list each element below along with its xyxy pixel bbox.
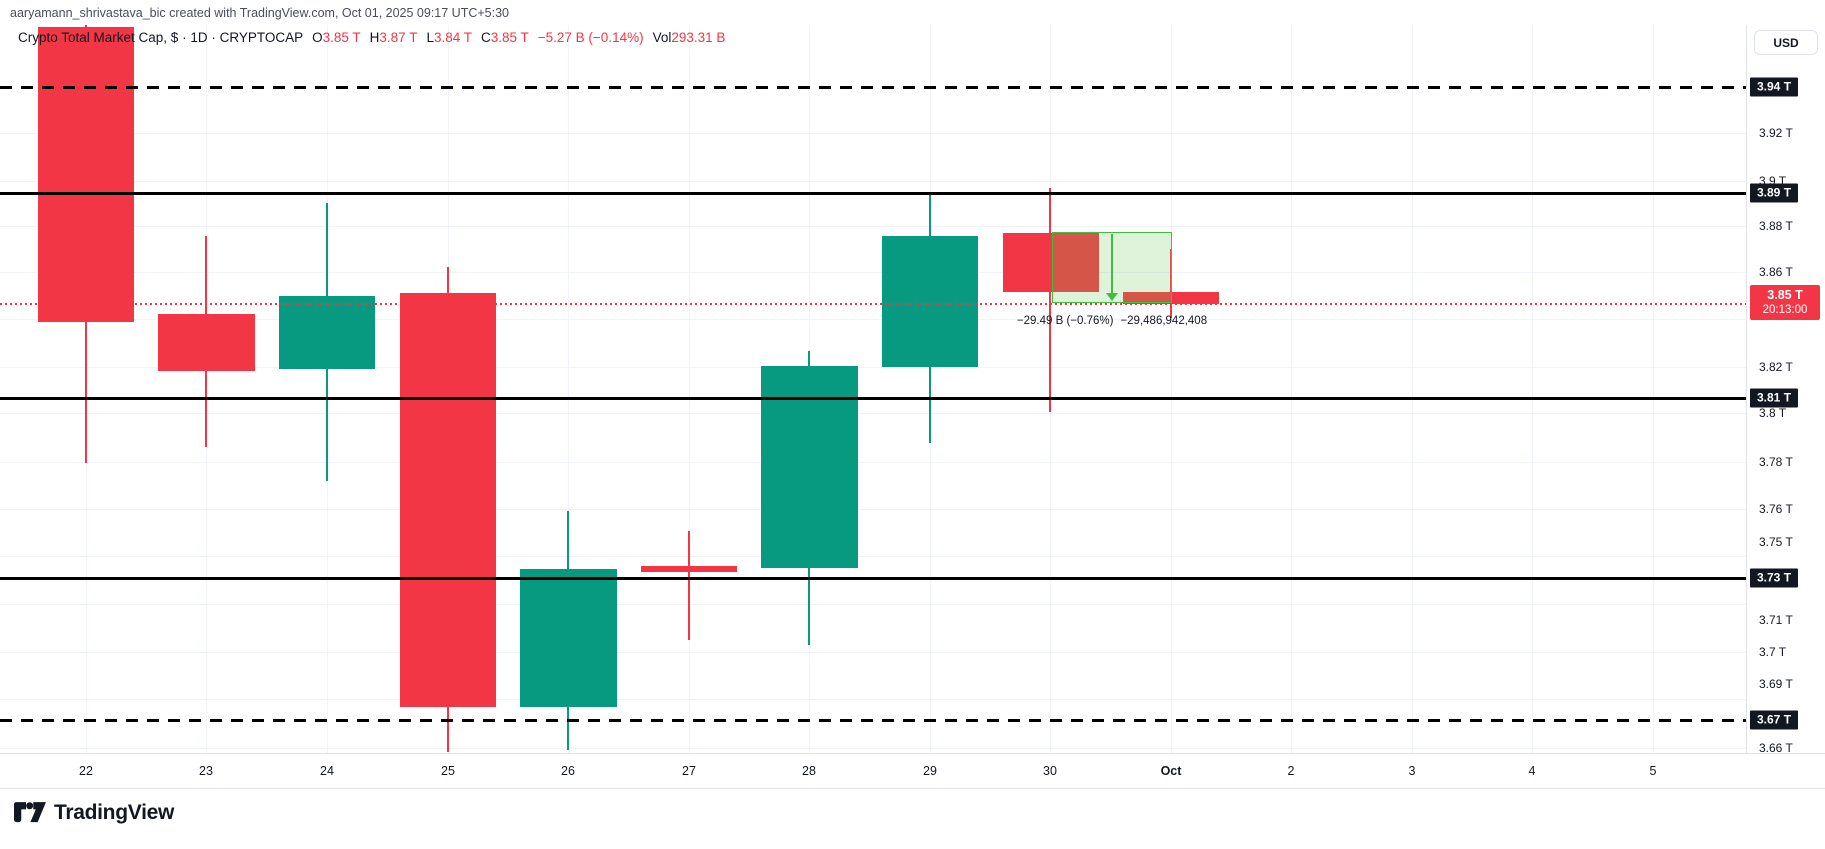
horizontal-gridline xyxy=(0,462,1746,463)
horizontal-gridline xyxy=(0,181,1746,182)
time-label: 2 xyxy=(1287,764,1295,778)
horizontal-gridline xyxy=(0,226,1746,227)
time-label: 3 xyxy=(1408,764,1416,778)
price-tick-label: 3.82 T xyxy=(1759,360,1793,374)
tradingview-logo-icon xyxy=(14,802,46,823)
price-level-line[interactable] xyxy=(0,719,1746,722)
time-label: 4 xyxy=(1528,764,1536,778)
horizontal-gridline xyxy=(0,509,1746,510)
vertical-gridline xyxy=(1653,25,1654,753)
bar-countdown: 20:13:00 xyxy=(1762,304,1808,316)
price-tick-label: 3.86 T xyxy=(1759,265,1793,279)
legend-high: H3.87 T xyxy=(369,30,418,45)
current-price-value: 3.85 T xyxy=(1767,288,1803,302)
horizontal-gridline xyxy=(0,556,1746,557)
time-label: 23 xyxy=(199,764,213,778)
tradingview-brand-text: TradingView xyxy=(54,801,175,824)
vertical-gridline xyxy=(1291,25,1292,753)
current-price-label: 3.85 T 20:13:00 xyxy=(1750,285,1820,320)
horizontal-gridline xyxy=(0,699,1746,700)
price-level-label: 3.73 T xyxy=(1750,568,1799,588)
measure-label: −29.49 B (−0.76%) −29,486,942,408 xyxy=(1017,315,1207,327)
symbol-title[interactable]: Crypto Total Market Cap, $ · 1D · CRYPTO… xyxy=(18,30,304,45)
footer-bar: TradingView xyxy=(0,789,1825,849)
attribution-text: aaryamann_shrivastava_bic created with T… xyxy=(10,6,510,20)
price-level-line[interactable] xyxy=(0,192,1746,195)
legend-low: L3.84 T xyxy=(426,30,472,45)
candle-wick xyxy=(1049,188,1051,412)
attribution-bar: aaryamann_shrivastava_bic created with T… xyxy=(0,0,1825,25)
time-label: 22 xyxy=(79,764,93,778)
legend-open: O3.85 T xyxy=(312,30,361,45)
time-label: 25 xyxy=(441,764,455,778)
price-axis[interactable]: USD 3.92 T 3.9 T 3.88 T 3.86 T 3.82 T 3.8 T 3.… xyxy=(1746,0,1825,789)
candle-body xyxy=(882,236,978,367)
candle-body xyxy=(520,569,617,707)
measure-arrowhead xyxy=(1106,293,1118,301)
price-level-line[interactable] xyxy=(0,577,1746,580)
legend-change: −5.27 B (−0.14%) xyxy=(537,30,644,45)
vertical-gridline xyxy=(1532,25,1533,753)
price-tick-label: 3.92 T xyxy=(1759,126,1793,140)
time-label: 26 xyxy=(561,764,575,778)
vertical-gridline xyxy=(1412,25,1413,753)
time-label: 29 xyxy=(923,764,937,778)
vertical-gridline xyxy=(568,25,569,753)
vertical-gridline xyxy=(1171,25,1172,753)
horizontal-gridline xyxy=(0,319,1746,320)
horizontal-gridline xyxy=(0,367,1746,368)
candle-body xyxy=(279,296,375,369)
legend-close: C3.85 T xyxy=(480,30,529,45)
price-tick-label: 3.69 T xyxy=(1759,677,1793,691)
vertical-gridline xyxy=(689,25,690,753)
time-label: 24 xyxy=(320,764,334,778)
price-tick-label: 3.88 T xyxy=(1759,219,1793,233)
legend-volume: Vol293.31 B xyxy=(652,30,726,45)
horizontal-gridline xyxy=(0,133,1746,134)
time-label: 30 xyxy=(1043,764,1057,778)
candle-body xyxy=(400,293,496,707)
price-tick-label: 3.7 T xyxy=(1759,645,1787,659)
price-level-line[interactable] xyxy=(0,397,1746,400)
time-label-month: Oct xyxy=(1160,764,1182,778)
horizontal-gridline xyxy=(0,748,1746,749)
candle-body xyxy=(158,314,255,371)
symbol-legend: Crypto Total Market Cap, $ · 1D · CRYPTO… xyxy=(18,30,725,45)
price-tick-label: 3.78 T xyxy=(1759,455,1793,469)
candle-body xyxy=(1003,233,1099,292)
time-label: 5 xyxy=(1649,764,1657,778)
candle-wick xyxy=(688,531,690,640)
candle-body xyxy=(641,566,737,572)
price-tick-label: 3.66 T xyxy=(1759,741,1793,755)
price-tick-label: 3.8 T xyxy=(1759,406,1787,420)
time-axis[interactable]: 22 23 24 25 26 27 28 29 30 Oct 2 3 4 5 xyxy=(0,753,1825,789)
price-level-label: 3.67 T xyxy=(1750,710,1799,730)
candle-body xyxy=(38,27,134,322)
horizontal-gridline xyxy=(0,652,1746,653)
measure-absolute-value: −29,486,942,408 xyxy=(1120,315,1208,327)
price-tick-label: 3.71 T xyxy=(1759,613,1793,627)
measure-change-value: −29.49 B (−0.76%) xyxy=(1016,315,1114,327)
time-label: 27 xyxy=(682,764,696,778)
horizontal-gridline xyxy=(0,604,1746,605)
tradingview-logo[interactable]: TradingView xyxy=(14,801,174,825)
time-label: 28 xyxy=(802,764,816,778)
price-tick-label: 3.76 T xyxy=(1759,502,1793,516)
measure-arrow-line xyxy=(1111,234,1113,293)
price-level-label: 3.94 T xyxy=(1750,77,1799,97)
horizontal-gridline xyxy=(0,413,1746,414)
price-level-label: 3.89 T xyxy=(1750,183,1799,203)
price-level-label: 3.81 T xyxy=(1750,388,1799,408)
price-tick-label: 3.75 T xyxy=(1759,535,1793,549)
price-level-line[interactable] xyxy=(0,86,1746,89)
horizontal-gridline xyxy=(0,272,1746,273)
currency-usd-button[interactable]: USD xyxy=(1754,30,1818,55)
current-price-line xyxy=(0,303,1746,305)
